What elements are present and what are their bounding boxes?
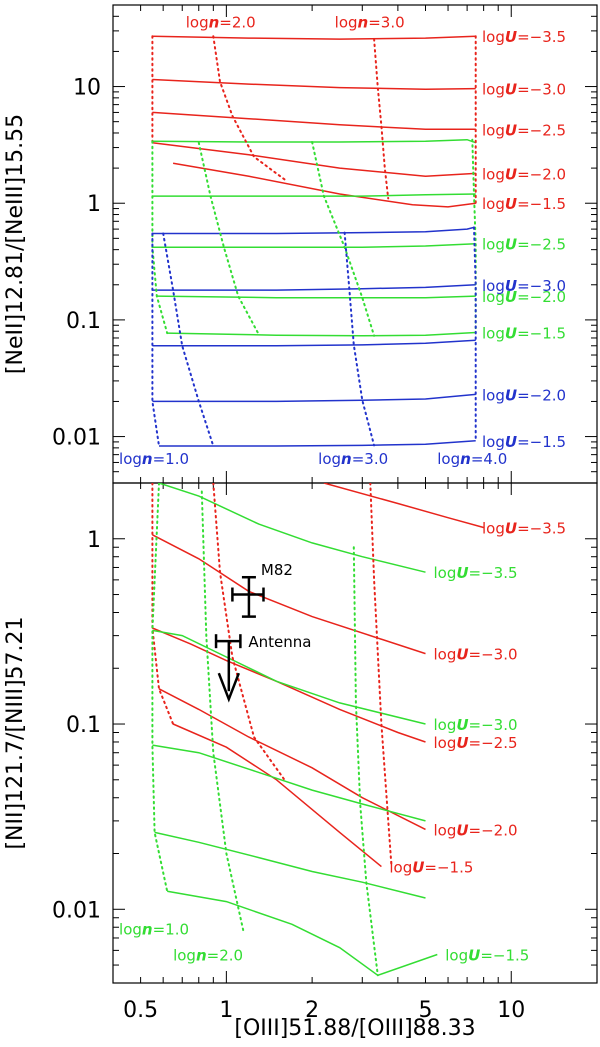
- annotation-label: logn=4.0: [437, 450, 507, 468]
- series-label: logU=−2.0: [482, 386, 566, 404]
- annotation-label: logn=3.0: [335, 14, 405, 32]
- series-logu-2-5-logn-1-0-blue: [152, 339, 476, 347]
- observation-m82: M82: [231, 561, 293, 618]
- x-tick-label: 0.5: [123, 998, 158, 1023]
- series-logu-2-0-green: [154, 831, 426, 899]
- x-axis-label: [OIII]51.88/[OIII]88.33: [234, 1016, 475, 1041]
- series-label: logU=−2.0: [433, 821, 517, 839]
- series-logu-2-0-logn-2-0: [152, 141, 476, 178]
- series-logn-3-0-blue: [343, 231, 376, 447]
- annotation-label: logn=2.0: [186, 14, 256, 32]
- series-logu-1-5-red: [172, 723, 382, 868]
- y-tick-label: 0.01: [52, 898, 101, 923]
- annotation-label: logn=1.0: [119, 921, 189, 939]
- series-label: logU=−3.0: [482, 277, 566, 295]
- series-logu-3-0-red: [152, 534, 426, 655]
- series-label: logU=−2.5: [482, 236, 566, 254]
- series-logn-2-0-blue: [162, 232, 215, 447]
- series-logn-2-0-red: [212, 483, 286, 781]
- observation-label: M82: [261, 561, 293, 579]
- series-logn-1-0-red: [151, 483, 175, 725]
- series-logn-3-0-red: [373, 38, 390, 200]
- series-logu-2-0-logn-1-0-blue: [152, 393, 476, 403]
- series-label: logU=−3.0: [433, 716, 517, 734]
- series-label: logU=−3.5: [482, 28, 566, 46]
- series-logu-1-5-green: [167, 890, 438, 977]
- series-logn-1-0-blue: [151, 232, 160, 447]
- observation-antenna: Antenna: [214, 633, 311, 703]
- series-logu-2-5-logn-2-0: [152, 111, 476, 131]
- series-label: logU=−1.5: [445, 947, 529, 965]
- series-logn-4-0-blue: [473, 226, 477, 442]
- series-group: [151, 35, 477, 447]
- series-logn-2-0-red: [212, 35, 286, 181]
- y-tick-label: 1: [87, 528, 101, 553]
- series-label: logU=−1.5: [389, 859, 473, 877]
- y-tick-label: 1: [87, 192, 101, 217]
- series-logn-3-0-red: [369, 483, 393, 868]
- series-logn-4-0-green: [471, 138, 477, 334]
- y-tick-label: 0.1: [66, 713, 101, 738]
- series-logu-2-5-green: [152, 744, 426, 822]
- upper-limit-arrow: [217, 672, 240, 703]
- annotation-label: logn=1.0: [119, 450, 189, 468]
- series-logu-2-0-logn-1-0: [156, 295, 476, 299]
- series-logu-3-0-logn-1-0-green: [152, 193, 476, 197]
- series-label: logU=−2.0: [482, 165, 566, 183]
- series-logu-1-5-logn-2-0: [172, 162, 476, 208]
- y-tick-label: 0.01: [52, 426, 101, 451]
- series-logn-3-0-green: [311, 141, 376, 337]
- x-tick-label: 10: [497, 998, 525, 1023]
- top-panel: 10 1 0.1 0.01 [NeII]12.81/[NeIII]15.55 logU=−…: [3, 4, 598, 484]
- annotation-label: logn=3.0: [318, 450, 388, 468]
- series-label: logU=−2.0: [482, 288, 566, 306]
- series-logu-2-0-red: [158, 688, 426, 831]
- series-label: logU=−2.5: [433, 734, 517, 752]
- series-logu-3-0-green: [152, 629, 426, 725]
- series-logn-3-0-green: [352, 546, 379, 977]
- series-label: logU=−1.5: [482, 433, 566, 451]
- y-axis-label: [NeII]12.81/[NeIII]15.55: [3, 114, 28, 374]
- series-logu-1-5-logn-1-0: [167, 331, 476, 337]
- series-logn-1-0-green: [151, 483, 169, 893]
- series-logu-3-5-logn-1-0-blue: [152, 226, 475, 235]
- y-axis-label: [NII]121.7/[NIII]57.21: [3, 616, 28, 849]
- series-label: logU=−1.5: [482, 324, 566, 342]
- series-logn-2-0-green: [197, 141, 260, 336]
- series-label: logU=−3.0: [433, 646, 517, 664]
- series-logu-3-5-red: [323, 483, 484, 529]
- series-logu-2-5-logn-1-0: [152, 242, 476, 248]
- series-logu-3-0-logn-1-0-blue: [152, 284, 476, 291]
- series-label: logU=−3.0: [482, 81, 566, 99]
- series-logu-1-5-logn-1-0-blue: [159, 440, 476, 447]
- x-tick-label: 1: [219, 998, 233, 1023]
- series-logu-3-5-logn-2-0: [152, 35, 476, 40]
- x-tick-label: 5: [418, 998, 432, 1023]
- x-tick-label: 2: [305, 998, 319, 1023]
- bottom-panel: 1 0.1 0.01 0.5 1 2 5 10 [NII]121.7/[NIII]57.21 [O…: [3, 482, 598, 1041]
- series-logu-3-5-logn-1-0-green: [152, 138, 476, 144]
- observation-label: Antenna: [248, 633, 311, 651]
- annotation-label: logn=2.0: [173, 946, 243, 964]
- series-group: [151, 483, 484, 977]
- series-label: logU=−1.5: [482, 195, 566, 213]
- series-label: logU=−3.5: [482, 520, 566, 538]
- series-label: logU=−2.5: [482, 121, 566, 139]
- series-label: logU=−3.5: [433, 564, 517, 582]
- series-logu-3-0-logn-2-0: [152, 78, 476, 90]
- series-logn-2-0-green: [200, 490, 245, 934]
- plot-frame: [112, 482, 598, 984]
- y-tick-label: 0.1: [66, 309, 101, 334]
- y-tick-label: 10: [73, 76, 101, 101]
- series-logn-1-0-green: [151, 140, 169, 335]
